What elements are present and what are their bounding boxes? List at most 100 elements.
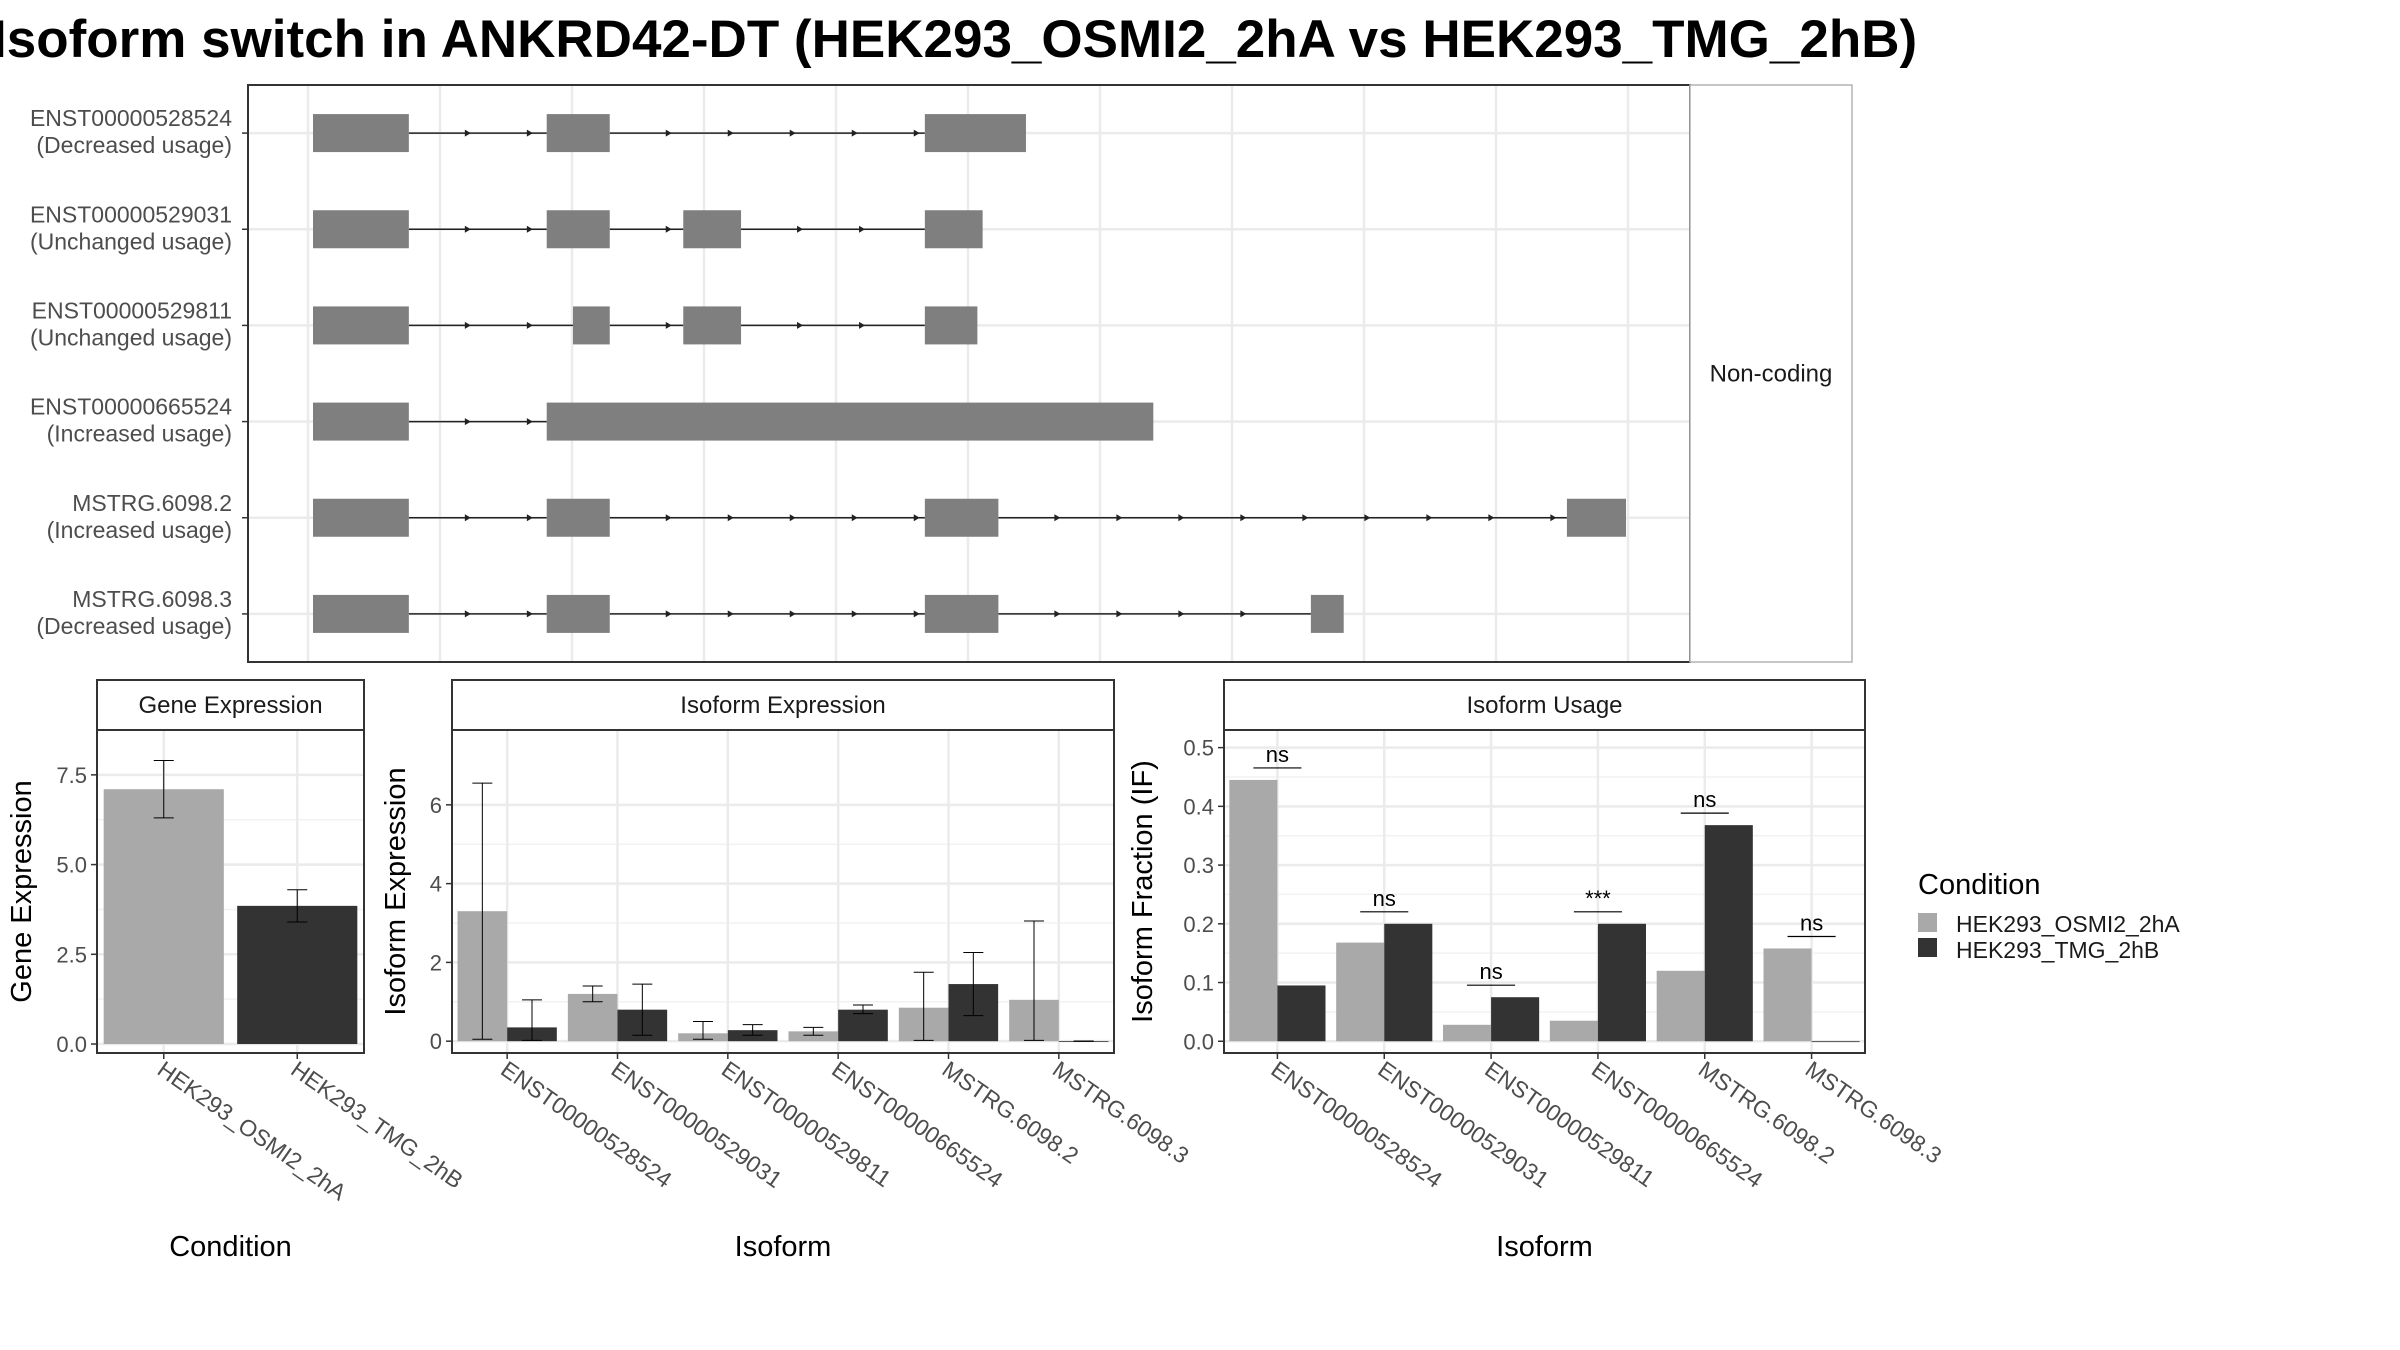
- transcript-id-label: ENST00000529031: [30, 201, 232, 227]
- exon-block: [546, 594, 610, 633]
- intron-direction-arrow: [526, 610, 533, 618]
- intron-direction-arrow: [789, 514, 796, 522]
- exon-block: [313, 498, 409, 537]
- exon-block: [924, 306, 978, 345]
- transcript-usage-label: (Decreased usage): [36, 613, 232, 639]
- transcript-id-label: ENST00000529811: [32, 297, 232, 323]
- intron-direction-arrow: [851, 129, 858, 137]
- exon-block: [313, 306, 409, 345]
- significance-label: ns: [1479, 959, 1502, 984]
- intron-direction-arrow: [1240, 514, 1247, 522]
- legend-label-tmg: HEK293_TMG_2hB: [1956, 937, 2159, 963]
- intron-direction-arrow: [859, 321, 866, 329]
- x-axis-title: Isoform: [1496, 1231, 1593, 1263]
- panel-title: Isoform Usage: [1466, 692, 1622, 719]
- isoform-usage-panel: 0.0 0.1 0.2 0.3 0.4 0.5 ns ns ns *** ns ns Isoform U…: [1127, 679, 1947, 1263]
- intron-direction-arrow: [1054, 514, 1061, 522]
- intron-direction-arrow: [851, 514, 858, 522]
- intron-direction-arrow: [464, 225, 471, 233]
- y-tick-label: 6: [430, 793, 442, 818]
- x-tick-label: ENST00000528524: [1267, 1056, 1448, 1193]
- x-tick-label: ENST00000529031: [1373, 1056, 1553, 1193]
- structure-strip-label: Non-coding: [1710, 361, 1833, 388]
- significance-label: ns: [1693, 787, 1716, 812]
- transcript-structure-panel: ENST00000528524 (Decreased usage) ENST0000…: [30, 84, 1853, 663]
- legend-key-tmg: [1918, 938, 1937, 957]
- significance-label: ns: [1373, 886, 1396, 911]
- exon-block: [924, 114, 1026, 153]
- exon-block: [313, 210, 409, 249]
- intron-direction-arrow: [797, 321, 804, 329]
- data-bar: [788, 1031, 839, 1042]
- y-tick-label: 2.5: [56, 942, 87, 967]
- exon-block: [546, 210, 610, 249]
- intron-direction-arrow: [665, 610, 672, 618]
- exon-block: [683, 210, 742, 249]
- exon-block: [1310, 594, 1344, 633]
- data-bar: [237, 905, 358, 1045]
- exon-block: [924, 210, 983, 249]
- exon-block: [313, 114, 409, 153]
- intron-direction-arrow: [727, 129, 734, 137]
- transcript-usage-label: (Unchanged usage): [30, 324, 232, 350]
- significance-label: ns: [1800, 910, 1823, 935]
- y-tick-label: 0.0: [56, 1032, 87, 1057]
- data-bar: [1597, 923, 1646, 1042]
- intron-direction-arrow: [727, 610, 734, 618]
- y-tick-label: 0.0: [1183, 1029, 1214, 1054]
- intron-direction-arrow: [665, 225, 672, 233]
- exon-block: [313, 594, 409, 633]
- panel-title: Gene Expression: [138, 692, 322, 719]
- intron-direction-arrow: [1178, 610, 1185, 618]
- transcript-usage-label: (Increased usage): [47, 421, 232, 447]
- intron-direction-arrow: [1364, 514, 1371, 522]
- intron-direction-arrow: [464, 610, 471, 618]
- condition-legend: Condition HEK293_OSMI2_2hA HEK293_TMG_2h…: [1918, 869, 2180, 963]
- intron-direction-arrow: [665, 129, 672, 137]
- data-bar: [1656, 970, 1705, 1042]
- y-tick-label: 0.3: [1183, 853, 1214, 878]
- exon-block: [924, 594, 999, 633]
- panel-strip: [451, 679, 1115, 731]
- transcript-usage-label: (Unchanged usage): [30, 228, 232, 254]
- intron-direction-arrow: [913, 129, 920, 137]
- plot-background: [1224, 730, 1865, 1053]
- legend-label-osmi: HEK293_OSMI2_2hA: [1956, 911, 2180, 937]
- structure-strip: [1689, 84, 1853, 663]
- data-bar: [1491, 997, 1540, 1042]
- intron-direction-arrow: [464, 514, 471, 522]
- exon-block: [546, 498, 610, 537]
- data-bar: [1549, 1020, 1598, 1042]
- intron-direction-arrow: [1302, 514, 1309, 522]
- intron-direction-arrow: [464, 321, 471, 329]
- y-axis-title: Isoform Fraction (IF): [1127, 760, 1159, 1023]
- intron-direction-arrow: [464, 418, 471, 426]
- panel-strip: [1223, 679, 1866, 731]
- intron-direction-arrow: [665, 321, 672, 329]
- transcript-id-label: ENST00000528524: [30, 105, 232, 131]
- data-bar: [1229, 779, 1278, 1042]
- y-tick-label: 7.5: [56, 763, 87, 788]
- intron-direction-arrow: [526, 225, 533, 233]
- data-bar: [1384, 923, 1433, 1042]
- y-tick-label: 0.4: [1183, 794, 1214, 819]
- exon-block: [683, 306, 742, 345]
- y-axis-title: Gene Expression: [6, 780, 38, 1002]
- data-bar: [1336, 942, 1385, 1042]
- panel-strip: [96, 679, 365, 731]
- exon-block: [924, 498, 999, 537]
- intron-direction-arrow: [665, 514, 672, 522]
- data-bar: [1277, 985, 1326, 1042]
- exon-block: [546, 402, 1154, 441]
- intron-direction-arrow: [1488, 514, 1495, 522]
- intron-direction-arrow: [789, 610, 796, 618]
- panel-title: Isoform Expression: [680, 692, 885, 719]
- intron-direction-arrow: [1116, 514, 1123, 522]
- y-tick-label: 0: [430, 1029, 442, 1054]
- intron-direction-arrow: [789, 129, 796, 137]
- transcript-usage-label: (Increased usage): [47, 517, 232, 543]
- intron-direction-arrow: [1178, 514, 1185, 522]
- figure-title: Isoform switch in ANKRD42-DT (HEK293_OSM…: [0, 10, 1917, 69]
- intron-direction-arrow: [1550, 514, 1557, 522]
